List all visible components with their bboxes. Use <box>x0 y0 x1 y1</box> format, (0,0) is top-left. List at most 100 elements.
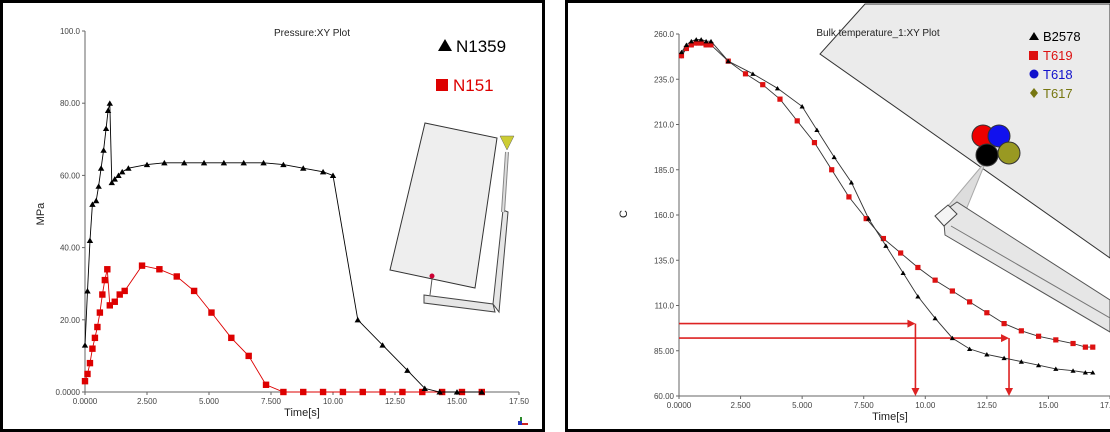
data-point <box>81 342 89 348</box>
temperature-y-axis-label: C <box>618 210 630 218</box>
data-point <box>880 235 887 242</box>
data-point <box>683 42 689 47</box>
data-point <box>190 287 198 295</box>
data-point <box>794 118 800 124</box>
data-point <box>453 389 461 395</box>
data-point <box>379 388 386 396</box>
x-tick-label: 2.500 <box>137 397 158 406</box>
data-point <box>760 82 766 88</box>
data-point <box>319 168 327 175</box>
pressure-y-axis-label: MPa <box>35 202 47 226</box>
data-point <box>678 49 685 55</box>
data-point <box>116 291 123 298</box>
x-tick-label: 7.500 <box>261 397 282 406</box>
data-point <box>228 334 235 342</box>
legend-n151-label: N151 <box>453 76 494 95</box>
data-point <box>115 172 122 178</box>
data-point <box>419 388 426 396</box>
data-point <box>111 298 118 305</box>
data-point <box>863 216 869 222</box>
arrow-head-icon <box>1001 334 1010 343</box>
probe-sphere-b2578 <box>975 143 999 167</box>
data-point <box>101 276 109 284</box>
data-point <box>725 58 731 64</box>
data-point <box>1001 355 1007 361</box>
data-point <box>99 291 106 298</box>
data-point <box>1070 340 1076 347</box>
data-point <box>1070 368 1076 373</box>
y-tick-label: 85.00 <box>654 347 675 356</box>
x-tick-label: 0.0000 <box>73 397 98 406</box>
data-point <box>156 266 163 273</box>
y-tick-label: 40.00 <box>60 244 81 253</box>
x-tick-label: 15.00 <box>447 397 468 406</box>
data-point <box>984 310 990 316</box>
data-point <box>262 381 270 388</box>
data-point <box>693 37 699 42</box>
data-point <box>111 176 118 182</box>
y-tick-label: 210.0 <box>654 121 675 130</box>
data-point <box>1053 337 1059 343</box>
temperature-model-thumbnail <box>934 124 1110 333</box>
data-point <box>1018 359 1024 364</box>
probe-cone-icon <box>499 135 515 151</box>
y-tick-label: 235.0 <box>654 75 675 84</box>
data-point <box>404 367 411 373</box>
reference-arrows <box>679 319 1014 396</box>
data-point <box>811 140 818 146</box>
x-tick-label: 5.000 <box>199 397 220 406</box>
data-point <box>1082 344 1088 350</box>
data-point <box>967 346 973 352</box>
data-point <box>329 172 337 178</box>
x-tick-label: 12.50 <box>977 401 998 410</box>
data-point <box>240 159 247 166</box>
pressure-legend: N1359 N151 <box>436 37 506 95</box>
data-point <box>698 40 704 46</box>
legend-n1359-label: N1359 <box>456 37 506 56</box>
data-point <box>119 168 126 175</box>
data-point <box>829 167 835 173</box>
x-tick-label: 17.50 <box>509 397 530 406</box>
data-point <box>799 104 805 109</box>
y-tick-label: 0.0000 <box>56 388 81 397</box>
y-tick-label: 60.00 <box>654 392 675 401</box>
data-point <box>95 183 102 189</box>
data-point <box>708 38 714 44</box>
probe-sphere-t617 <box>997 141 1021 165</box>
legend-t617-label: T617 <box>1043 86 1073 101</box>
data-point <box>708 42 714 48</box>
y-tick-label: 100.0 <box>60 27 81 36</box>
data-point <box>399 388 406 396</box>
legend-triangle-marker-icon <box>1029 32 1039 40</box>
data-point <box>1053 366 1059 371</box>
data-point <box>81 377 89 385</box>
data-point <box>742 71 749 77</box>
y-tick-label: 185.0 <box>654 166 675 175</box>
data-point <box>703 38 709 44</box>
data-point <box>359 388 366 396</box>
data-point <box>102 125 110 132</box>
pressure-model-thumbnail <box>389 122 515 314</box>
y-tick-label: 110.0 <box>655 302 675 311</box>
data-point <box>354 316 361 323</box>
data-point <box>678 53 685 59</box>
data-point <box>1035 333 1042 339</box>
legend-circle-marker-icon <box>1029 69 1039 79</box>
data-point <box>949 335 955 341</box>
probe-sphere-t618 <box>987 124 1011 148</box>
data-point <box>831 154 837 160</box>
data-point <box>161 159 168 166</box>
x-tick-label: 7.500 <box>854 401 875 410</box>
data-point <box>1090 344 1096 350</box>
data-point <box>106 100 113 106</box>
temperature-chart: 60.00 85.00 110.0 135.0 160.0 185.0 210.0 235.0… <box>565 0 1110 432</box>
data-point <box>220 159 228 166</box>
data-point <box>86 359 94 367</box>
temperature-x-axis-label: Time[s] <box>872 411 908 423</box>
data-point <box>300 165 307 171</box>
data-point <box>125 165 132 171</box>
data-point <box>104 266 111 273</box>
x-tick-label: 0.0000 <box>667 401 692 410</box>
legend-t618-label: T618 <box>1043 67 1073 82</box>
temperature-chart-panel: 60.00 85.00 110.0 135.0 160.0 185.0 210.0 235.0… <box>565 0 1110 432</box>
